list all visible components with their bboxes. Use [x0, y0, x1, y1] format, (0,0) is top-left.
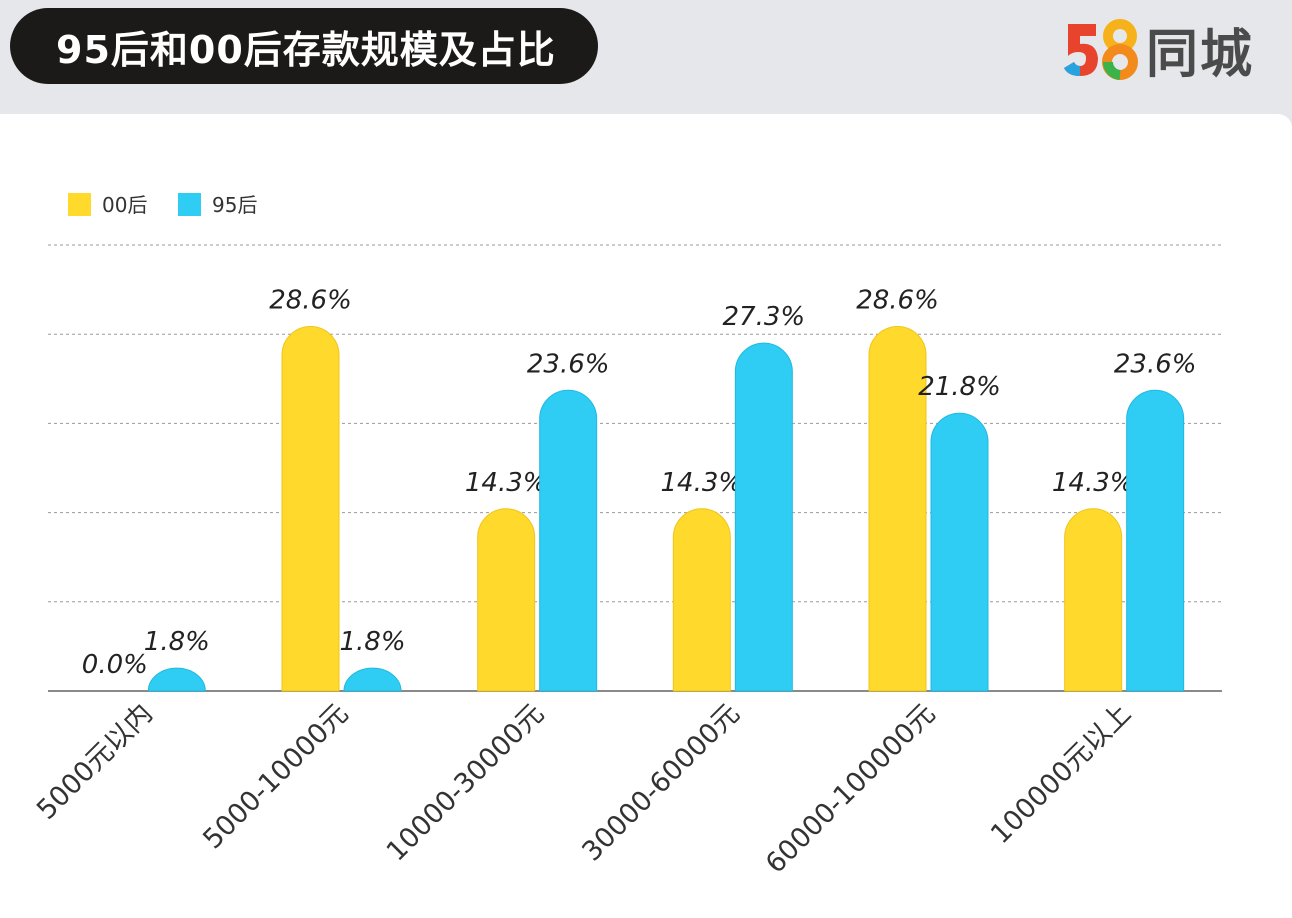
bar-00	[672, 508, 731, 692]
legend-swatch	[178, 193, 201, 216]
x-tick-label: 10000-30000元	[381, 698, 550, 867]
chart-panel: 00后 95后 0.0% 1.8% 5000元以内 28.6% 1.8% 5000-10000…	[0, 114, 1292, 918]
bar-95	[1126, 389, 1185, 692]
brand-logo: 同城	[1062, 16, 1254, 85]
page-title: 95后和00后存款规模及占比	[10, 8, 598, 84]
bar-95	[539, 389, 598, 692]
bar-chart: 00后 95后0.0%1.8%5000元以内28.6%1.8%5000-10000…	[31, 193, 1222, 880]
bar-95	[734, 342, 793, 692]
x-tick-label: 60000-100000元	[760, 698, 942, 880]
x-tick-label: 30000-60000元	[576, 698, 745, 867]
legend-label: 00后	[102, 193, 147, 217]
data-label: 14.3%	[465, 468, 548, 498]
legend-swatch	[68, 193, 91, 216]
data-label: 28.6%	[269, 286, 352, 316]
data-label: 23.6%	[527, 349, 610, 379]
logo-58-icon	[1064, 19, 1138, 80]
data-label: 21.8%	[918, 372, 1001, 402]
x-tick-label: 5000元以内	[31, 698, 159, 826]
bar-95	[343, 667, 402, 692]
data-label: 28.6%	[856, 286, 939, 316]
x-tick-label: 5000-10000元	[197, 698, 354, 855]
data-label: 1.8%	[144, 627, 210, 657]
bar-00	[1064, 508, 1123, 692]
data-label: 14.3%	[661, 468, 744, 498]
x-tick-label: 100000元以上	[985, 698, 1137, 850]
data-label: 14.3%	[1052, 468, 1135, 498]
data-label: 1.8%	[339, 627, 405, 657]
bar-95	[930, 412, 989, 692]
data-label: 23.6%	[1114, 349, 1197, 379]
bar-00	[868, 326, 927, 692]
data-label: 0.0%	[82, 650, 148, 680]
legend-label: 95后	[212, 193, 257, 217]
bar-00	[281, 326, 340, 692]
data-label: 27.3%	[723, 302, 806, 332]
bar-95	[147, 667, 206, 692]
logo-text: 同城	[1146, 24, 1255, 85]
bar-00	[477, 508, 536, 692]
